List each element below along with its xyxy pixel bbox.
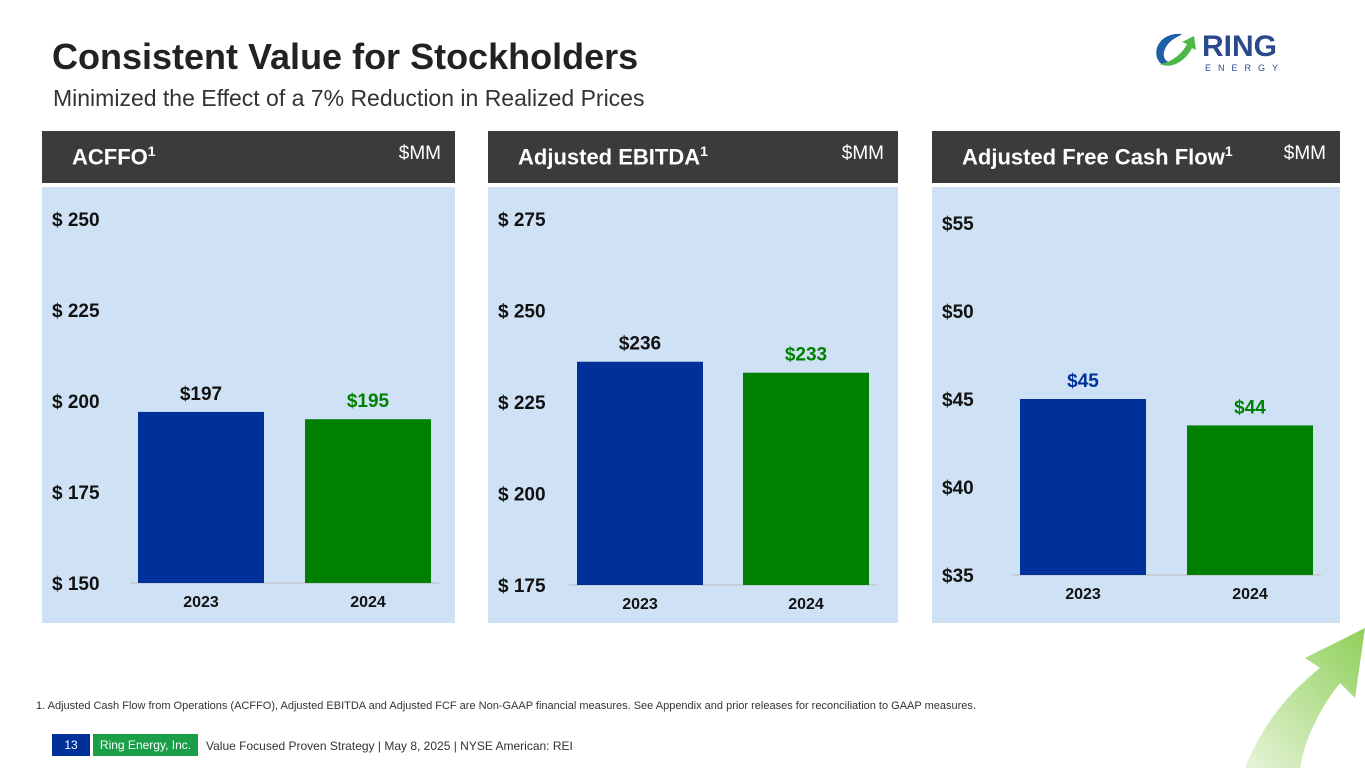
- data-label: $233: [785, 345, 827, 366]
- fcf-chart: $35 $40 $45 $50 $55 $45 2023 $44 2024: [932, 187, 1340, 623]
- ebitda-header: Adjusted EBITDA1 $MM: [488, 131, 898, 183]
- unit-label: $MM: [841, 143, 884, 164]
- slide-subtitle: Minimized the Effect of a 7% Reduction i…: [53, 85, 645, 111]
- x-tick-label: 2023: [1065, 586, 1101, 603]
- y-tick-label: $ 175: [52, 483, 100, 504]
- y-tick-label: $ 250: [498, 302, 546, 323]
- y-tick-label: $55: [942, 214, 974, 235]
- bar-2023: [138, 411, 264, 583]
- y-tick-label: $40: [942, 478, 974, 499]
- data-label: $236: [619, 334, 661, 355]
- y-tick-label: $ 250: [52, 210, 100, 231]
- y-tick-label: $ 225: [498, 393, 546, 414]
- x-tick-label: 2024: [350, 594, 386, 611]
- x-tick-label: 2024: [788, 596, 824, 613]
- bar-2023: [1020, 399, 1146, 575]
- y-tick-label: $ 225: [52, 301, 100, 322]
- bar-2023: [577, 361, 703, 585]
- bar-2024: [1187, 425, 1313, 575]
- ebitda-title: Adjusted EBITDA1: [518, 143, 708, 170]
- data-label: $45: [1067, 371, 1099, 392]
- data-label: $195: [347, 391, 390, 412]
- y-tick-label: $ 200: [498, 485, 546, 506]
- company-name: Ring Energy, Inc.: [93, 734, 198, 756]
- y-tick-label: $ 175: [498, 576, 546, 597]
- y-tick-label: $ 275: [498, 210, 546, 231]
- growth-arrow-icon: [1245, 628, 1365, 768]
- ebitda-chart: $ 175 $ 200 $ 225 $ 250 $ 275 $236 2023 $233 202…: [488, 187, 898, 623]
- ring-energy-logo: RING ENERGY: [1156, 30, 1285, 73]
- x-tick-label: 2024: [1232, 586, 1268, 603]
- slide-title: Consistent Value for Stockholders: [52, 36, 639, 77]
- svg-text:ENERGY: ENERGY: [1205, 63, 1285, 73]
- acffo-title: ACFFO1: [72, 143, 156, 170]
- footer-strategy: Value Focused Proven Strategy | May 8, 2…: [206, 739, 573, 753]
- x-tick-label: 2023: [622, 596, 658, 613]
- bar-2024: [305, 419, 431, 583]
- page-number: 13: [52, 734, 90, 756]
- acffo-header: ACFFO1 $MM: [42, 131, 455, 183]
- y-tick-label: $35: [942, 566, 974, 587]
- data-label: $44: [1234, 397, 1266, 418]
- y-tick-label: $ 200: [52, 392, 100, 413]
- x-tick-label: 2023: [183, 594, 219, 611]
- unit-label: $MM: [398, 143, 441, 164]
- fcf-header: Adjusted Free Cash Flow1 $MM: [932, 131, 1340, 183]
- y-tick-label: $45: [942, 390, 974, 411]
- fcf-title: Adjusted Free Cash Flow1: [962, 143, 1233, 170]
- bar-2024: [743, 372, 869, 585]
- footnote: 1. Adjusted Cash Flow from Operations (A…: [36, 700, 976, 712]
- y-tick-label: $ 150: [52, 574, 100, 595]
- svg-text:RING: RING: [1202, 30, 1277, 63]
- unit-label: $MM: [1283, 143, 1326, 164]
- y-tick-label: $50: [942, 302, 974, 323]
- data-label: $197: [180, 384, 222, 405]
- acffo-chart: $ 150 $ 175 $ 200 $ 225 $ 250 $197 2023 $195 202…: [42, 187, 455, 623]
